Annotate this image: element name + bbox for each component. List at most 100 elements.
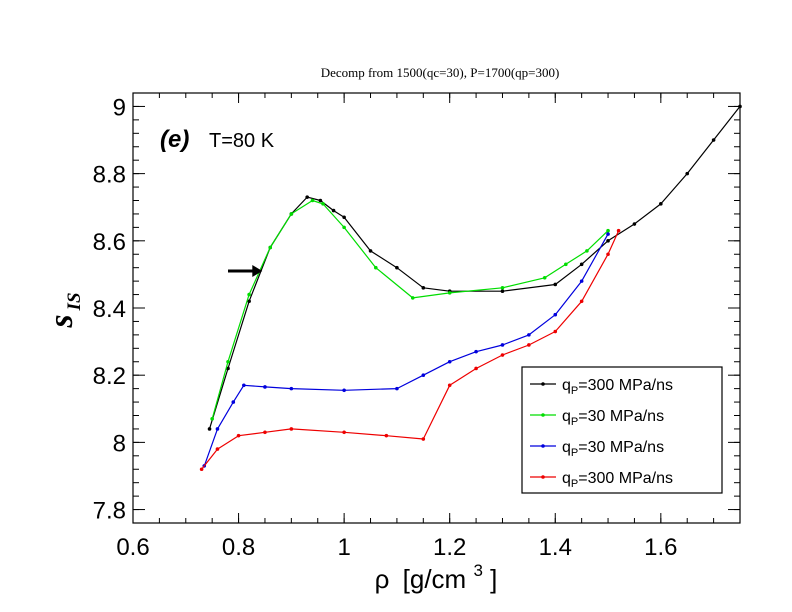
- y-tick-label: 8.6: [93, 229, 126, 256]
- data-point: [606, 252, 610, 257]
- data-point: [247, 292, 251, 297]
- data-point: [215, 447, 220, 451]
- data-point: [500, 289, 505, 294]
- y-axis-label: s IS: [43, 292, 85, 328]
- data-point: [421, 286, 426, 290]
- data-point: [374, 265, 378, 270]
- data-point: [384, 433, 389, 438]
- legend-label-rest: =30 MPa/ns: [578, 439, 664, 456]
- x-tick-label: 0.8: [222, 534, 255, 561]
- legend-swatch-marker: [541, 444, 545, 448]
- data-point: [579, 262, 584, 267]
- data-point: [305, 195, 309, 199]
- data-point: [527, 333, 531, 337]
- legend-swatch-marker: [541, 475, 545, 479]
- data-point: [226, 359, 230, 364]
- legend-label-main: q: [562, 439, 571, 456]
- legend-item: qP=30 MPa/ns: [530, 439, 664, 459]
- chart-title: Decomp from 1500(qc=30), P=1700(qp=300): [321, 65, 560, 80]
- data-point: [421, 373, 426, 377]
- data-point: [342, 388, 346, 393]
- data-point: [342, 215, 346, 220]
- data-point: [321, 202, 325, 206]
- legend-item: qP=300 MPa/ns: [530, 377, 673, 397]
- series-line: [203, 233, 609, 467]
- legend-label: qP=300 MPa/ns: [562, 470, 673, 490]
- series-group: [199, 228, 621, 472]
- legend-label-rest: =30 MPa/ns: [578, 408, 664, 425]
- data-point: [289, 212, 294, 216]
- x-tick-label: 1.4: [539, 534, 572, 561]
- y-tick-label: 8: [113, 430, 126, 457]
- x-tick-label: 1: [337, 534, 350, 561]
- data-point: [616, 228, 621, 233]
- x-tick-label: 1.6: [644, 534, 677, 561]
- x-axis-label: ρ [g/cm 3 ]: [375, 552, 498, 594]
- data-point: [310, 198, 315, 203]
- temperature-annotation: T=80 K: [209, 130, 275, 152]
- data-point: [606, 232, 610, 236]
- legend-label-main: q: [562, 377, 571, 394]
- data-point: [447, 383, 452, 388]
- x-axis-units-close: ]: [490, 564, 497, 594]
- data-point: [579, 279, 584, 283]
- arrow-head: [252, 265, 263, 278]
- x-tick-label: 1.2: [433, 534, 466, 561]
- data-point: [500, 343, 505, 347]
- y-tick-label: 9: [113, 94, 126, 121]
- data-point: [542, 275, 547, 280]
- data-point: [395, 386, 399, 391]
- data-point: [289, 386, 294, 391]
- x-axis-units-exponent: 3: [473, 561, 482, 580]
- data-point: [368, 249, 373, 253]
- data-point: [447, 359, 452, 364]
- data-point: [226, 366, 230, 371]
- data-point: [527, 343, 531, 347]
- y-tick-label: 8.2: [93, 363, 126, 390]
- y-tick-label: 8.8: [93, 162, 126, 189]
- data-point: [553, 312, 558, 317]
- series-line: [201, 230, 620, 470]
- data-point: [659, 202, 663, 206]
- legend-label-rest: =300 MPa/ns: [578, 470, 673, 487]
- data-point: [207, 427, 212, 431]
- panel-label: (e): [160, 126, 189, 153]
- data-point: [711, 138, 716, 142]
- legend-label-rest: =300 MPa/ns: [578, 377, 673, 394]
- axis-tick-labels: 0.6 0.8 1 1.2 1.4 1.6 7.8 8 8.2 8.4 8.6 8.8 9: [93, 94, 678, 561]
- legend-item: qP=300 MPa/ns: [530, 470, 673, 490]
- data-point: [500, 353, 505, 357]
- legend-item: qP=30 MPa/ns: [530, 408, 664, 428]
- y-tick-label: 8.4: [93, 296, 126, 323]
- data-point: [236, 433, 241, 438]
- legend-swatch-marker: [541, 413, 545, 417]
- data-point: [331, 208, 336, 213]
- data-point: [564, 262, 568, 267]
- y-axis-symbol: s: [43, 314, 80, 328]
- data-point: [242, 383, 246, 388]
- data-point: [421, 437, 426, 441]
- legend-label-subscript: P: [571, 447, 578, 459]
- data-point: [210, 417, 214, 421]
- data-point: [585, 249, 589, 253]
- data-point: [606, 228, 610, 233]
- legend-label-subscript: P: [571, 416, 578, 428]
- data-point: [410, 296, 415, 300]
- axis-ticks: [132, 92, 741, 523]
- data-point: [500, 286, 505, 290]
- data-point: [289, 427, 294, 431]
- data-point: [553, 329, 558, 334]
- x-tick-label: 0.6: [116, 534, 149, 561]
- x-axis-units: [g/cm: [403, 564, 467, 594]
- legend-swatch-marker: [541, 382, 545, 386]
- legend-label-subscript: P: [571, 478, 578, 490]
- data-point: [579, 299, 584, 304]
- y-axis-subscript: IS: [64, 292, 85, 311]
- data-point: [395, 265, 399, 270]
- legend-label-main: q: [562, 470, 571, 487]
- data-point: [342, 430, 346, 435]
- legend-label: qP=30 MPa/ns: [562, 439, 664, 459]
